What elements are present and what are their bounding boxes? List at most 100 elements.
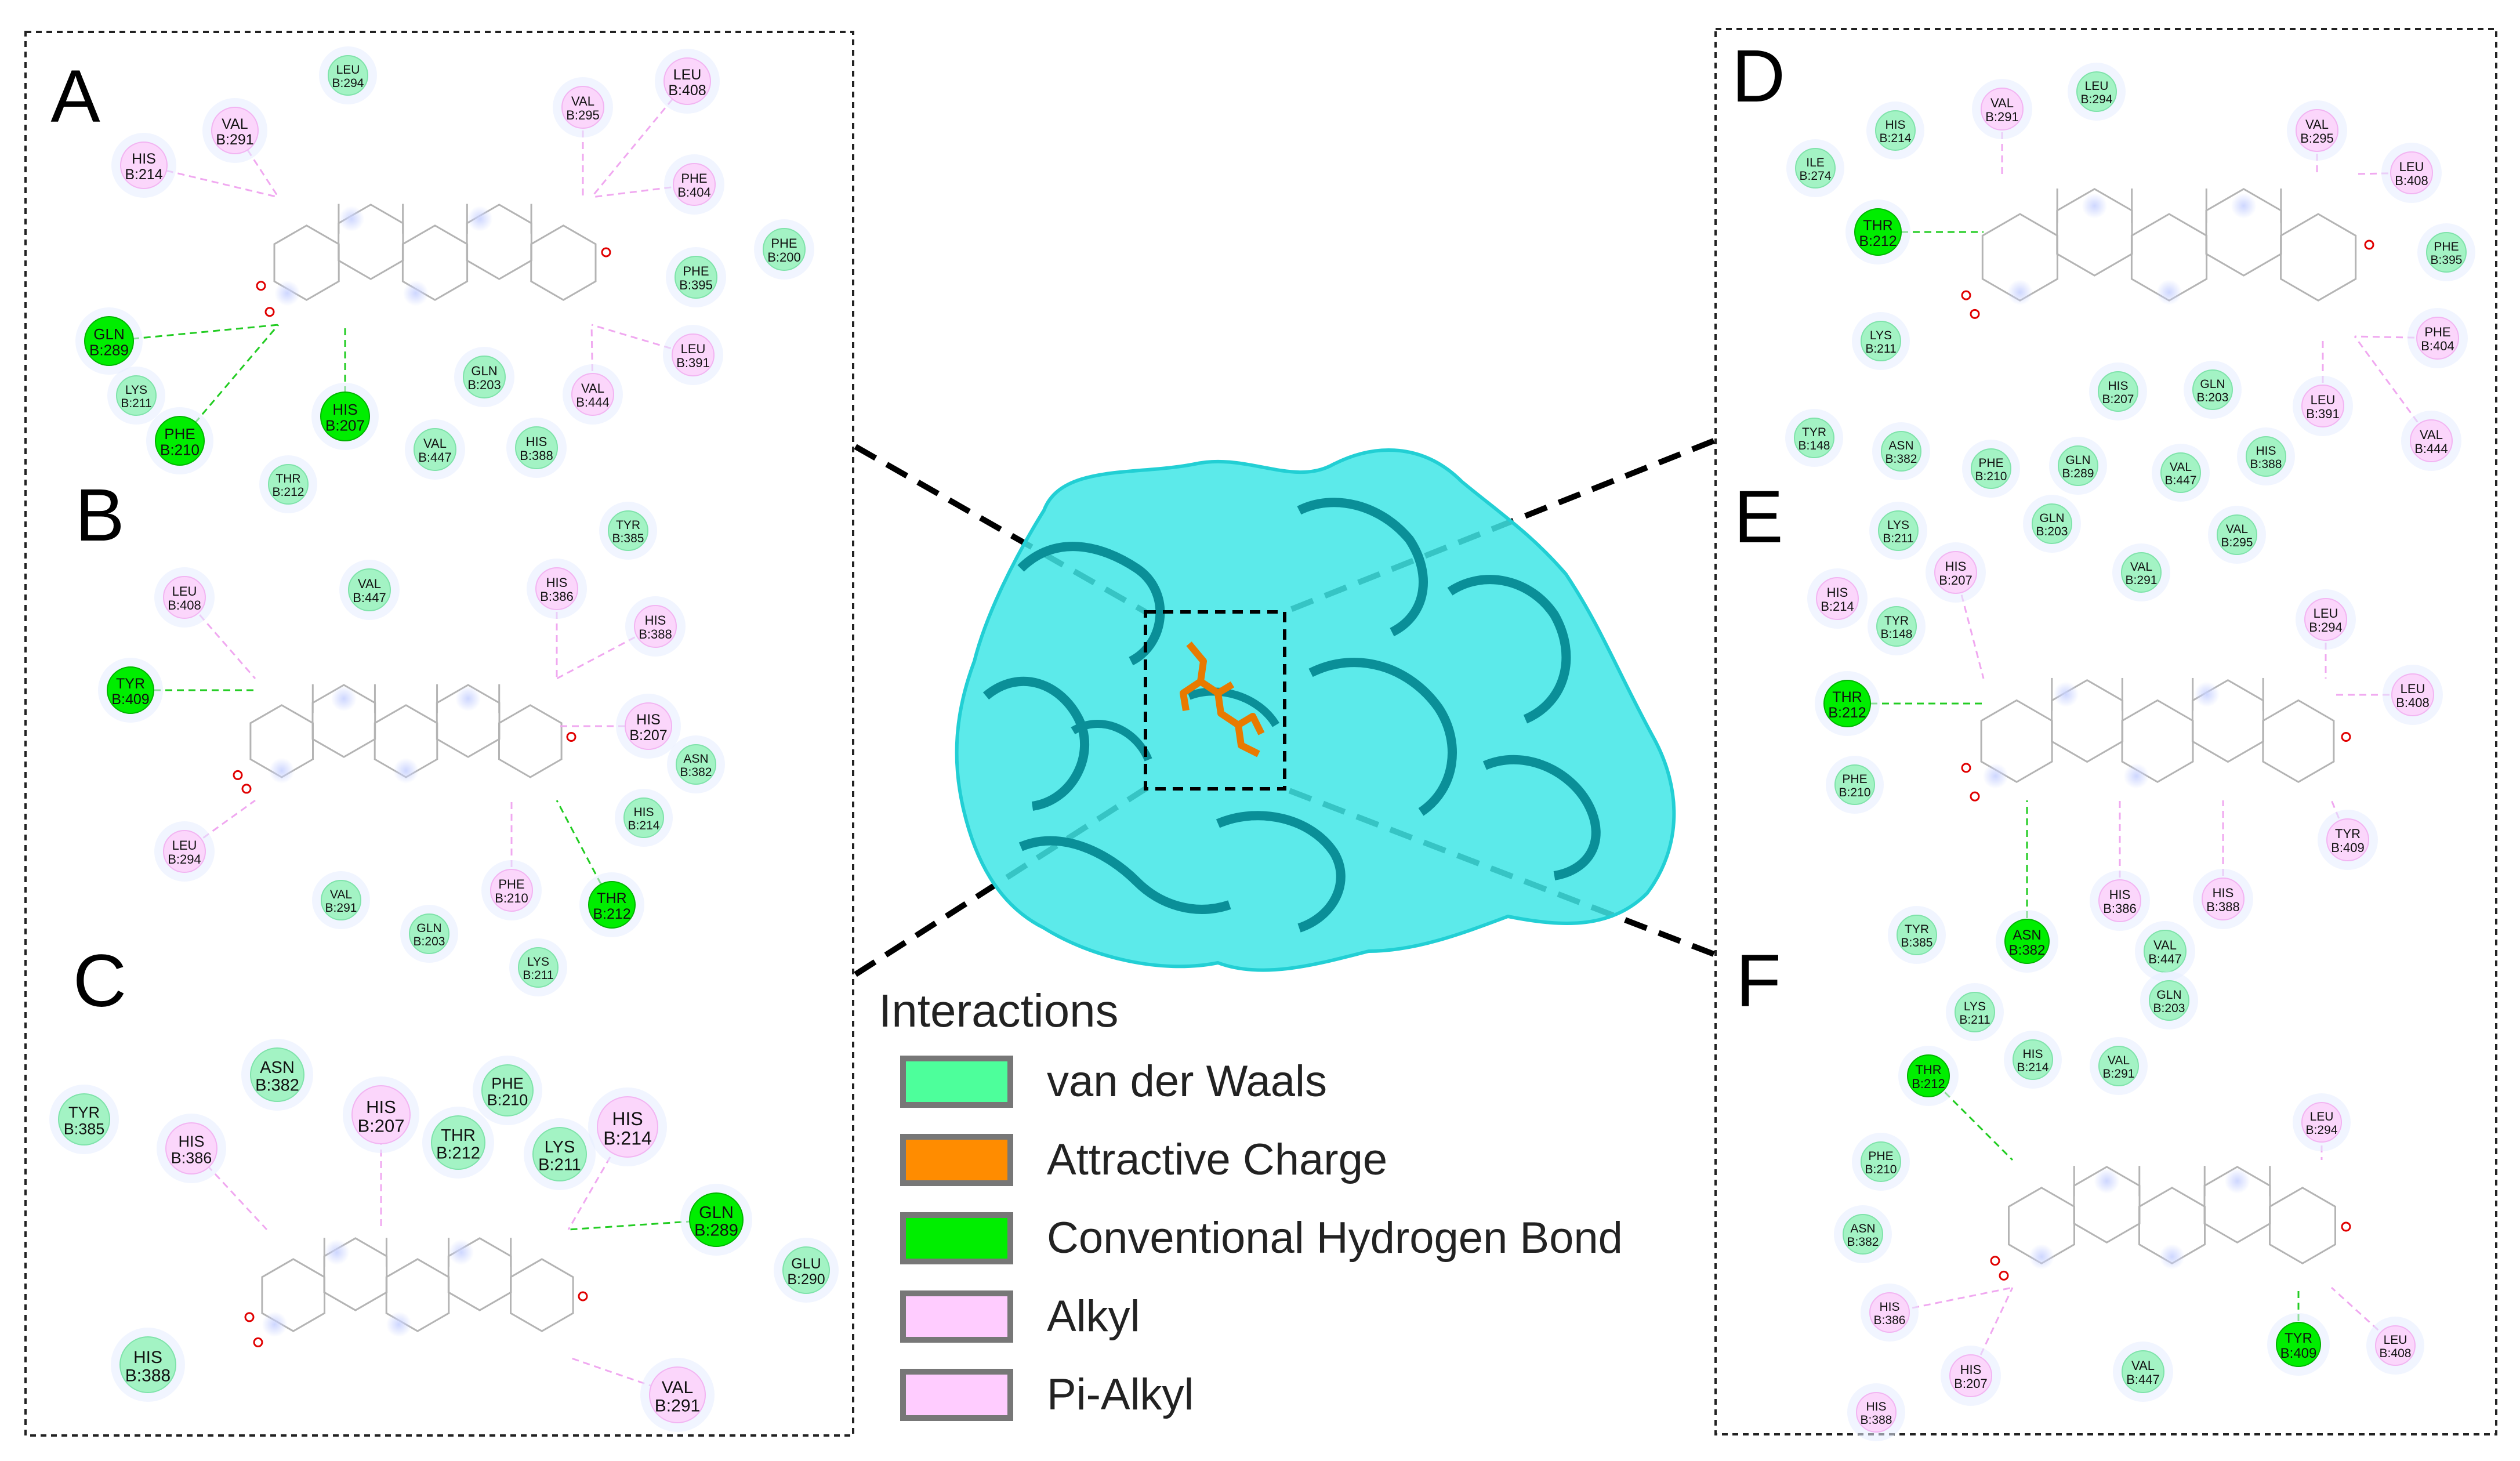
residue-name: ASN	[2013, 927, 2041, 943]
residue-number: B:210	[495, 891, 528, 905]
residue-number: B:388	[639, 627, 672, 641]
residue-name: VAL	[1990, 96, 2014, 110]
residue-number: B:203	[414, 935, 445, 948]
residue-name: VAL	[2420, 427, 2443, 442]
oxygen-atoms	[233, 732, 576, 794]
residue-number: B:214	[628, 819, 660, 832]
residue-number: B:291	[325, 901, 357, 915]
residue-number: B:212	[1912, 1076, 1945, 1091]
residue-number: B:203	[2197, 391, 2229, 404]
panel-letter: B	[75, 474, 124, 557]
oxygen-atoms	[256, 247, 611, 317]
residue-name: TYR	[1905, 923, 1929, 936]
residue-name: ASN	[1888, 439, 1913, 452]
residue-number: B:148	[1881, 628, 1913, 641]
residue-name: GLN	[471, 364, 497, 378]
residue-name: PHE	[683, 264, 709, 278]
residue-name: LYS	[1964, 1000, 1986, 1013]
residue-number: B:391	[676, 356, 710, 370]
residue-number: B:207	[357, 1115, 404, 1136]
residue-name: GLN	[416, 922, 441, 935]
residue-number: B:408	[2380, 1347, 2412, 1360]
residue-number: B:388	[1861, 1413, 1892, 1427]
residue-number: B:211	[523, 969, 553, 982]
residue-name: HIS	[1945, 559, 1967, 574]
residue-number: B:210	[160, 441, 200, 459]
residue-number: B:404	[677, 185, 711, 200]
residue-name: HIS	[178, 1133, 204, 1150]
panel-letter: C	[73, 940, 126, 1023]
residue-number: B:203	[467, 378, 501, 392]
residue-number: B:385	[64, 1121, 105, 1138]
residue-number: B:148	[1799, 439, 1830, 452]
residue-name: THR	[275, 472, 300, 485]
oxygen-atoms	[1990, 1221, 2351, 1281]
legend-label: van der Waals	[1047, 1057, 1327, 1106]
residue-name: HIS	[2213, 886, 2234, 900]
residue-number: B:388	[2206, 900, 2240, 914]
residue-number: B:409	[2331, 840, 2365, 855]
residue-name: ASN	[260, 1058, 295, 1077]
residue-number: B:294	[2306, 1123, 2338, 1137]
ligand-stick-model	[1180, 641, 1265, 757]
residue-name: LEU	[2310, 1110, 2334, 1123]
legend-label: Pi-Alkyl	[1047, 1370, 1194, 1419]
ligand-skeleton	[1980, 677, 2335, 784]
residue-number: B:211	[1959, 1013, 1990, 1027]
residue-name: HIS	[526, 434, 547, 449]
residue-name: VAL	[222, 116, 248, 132]
ligand-skeleton	[261, 1237, 574, 1332]
residue-number: B:382	[255, 1076, 299, 1095]
residue-name: TYR	[1802, 426, 1826, 439]
residue-number: B:382	[2009, 942, 2046, 958]
residue-number: B:212	[593, 906, 630, 922]
residue-name: TYR	[2335, 826, 2361, 841]
residue-number: B:214	[125, 166, 162, 183]
residue-number: B:214	[603, 1128, 652, 1148]
residue-number: B:444	[576, 395, 610, 409]
residue-name: VAL	[2131, 1358, 2155, 1373]
residue-name: LYS	[545, 1138, 575, 1157]
interaction-lines	[1878, 109, 2438, 441]
residue-name: LEU	[2399, 159, 2424, 174]
residue-number: B:290	[787, 1271, 825, 1288]
residue-number: B:291	[2126, 574, 2158, 587]
residue-name: GLN	[2156, 988, 2181, 1002]
residue-name: THR	[1863, 217, 1892, 234]
residue-name: VAL	[2170, 461, 2192, 474]
oxygen-atoms	[1961, 240, 2374, 319]
residue-name: VAL	[2305, 117, 2329, 132]
residue-number: B:291	[216, 132, 253, 148]
residue-name: LYS	[527, 955, 549, 969]
residue-number: B:388	[520, 448, 553, 463]
